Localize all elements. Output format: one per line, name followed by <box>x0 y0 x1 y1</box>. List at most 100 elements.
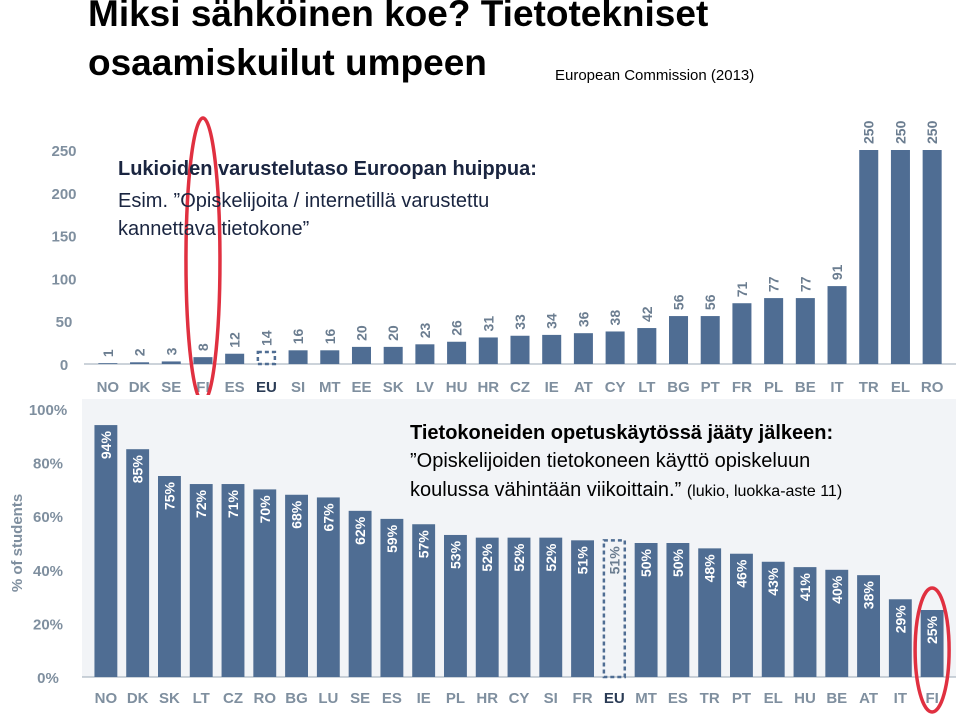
x-tick-label: BE <box>826 690 847 707</box>
bar <box>732 303 752 364</box>
bar <box>507 537 531 677</box>
bar-value-label: 250 <box>924 120 940 144</box>
x-tick-label: SK <box>383 379 404 395</box>
y-tick-label: 0% <box>37 670 59 687</box>
x-tick-label: HR <box>476 690 498 707</box>
bar <box>573 333 593 364</box>
bar-value-label: 52% <box>511 543 527 572</box>
bar <box>475 537 499 677</box>
x-tick-label: PT <box>701 379 720 395</box>
bar <box>415 344 435 364</box>
x-tick-label: TR <box>700 690 720 707</box>
bar-value-label: 250 <box>892 120 908 144</box>
x-tick-label: DK <box>129 379 151 395</box>
x-tick-label: FI <box>925 690 938 707</box>
x-tick-label: FR <box>573 690 593 707</box>
bar <box>316 497 340 677</box>
bar-value-label: 75% <box>161 481 177 510</box>
bar-value-label: 50% <box>670 548 686 577</box>
x-tick-label: FI <box>196 379 209 395</box>
bar-value-label: 71 <box>734 281 750 297</box>
y-tick-label: 100% <box>29 402 67 419</box>
bar <box>795 298 815 364</box>
bar <box>189 484 213 677</box>
bar <box>764 298 784 364</box>
y-tick-label: 60% <box>33 509 63 526</box>
bar <box>285 494 308 677</box>
bar <box>221 484 245 677</box>
bar-value-label: 23 <box>417 323 433 339</box>
bar-value-label: 26 <box>449 320 465 336</box>
x-tick-label: MT <box>635 690 657 707</box>
bar-value-label: 34 <box>544 313 560 329</box>
bar <box>444 534 467 677</box>
bar <box>478 337 498 364</box>
x-tick-label: RO <box>254 690 277 707</box>
x-tick-label: SI <box>544 690 558 707</box>
bar <box>351 346 371 364</box>
x-tick-label: HU <box>446 379 468 395</box>
bar-value-label: 77 <box>797 276 813 292</box>
bar-value-label: 38% <box>861 581 877 610</box>
bar-value-label: 52% <box>479 543 495 572</box>
bar-value-label: 31 <box>480 316 496 332</box>
bar <box>571 540 594 677</box>
bar-value-label: 50% <box>638 548 654 577</box>
bar-value-label: 25% <box>924 615 940 644</box>
bar-value-label: 85% <box>130 455 146 484</box>
x-tick-label: ES <box>225 379 245 395</box>
x-tick-label: SI <box>291 379 305 395</box>
x-tick-label: CZ <box>223 690 243 707</box>
x-tick-label: NO <box>97 379 120 395</box>
bar <box>857 575 880 677</box>
bar-value-label: 41% <box>797 573 813 602</box>
x-tick-label: BE <box>795 379 816 395</box>
bar-value-label: 51% <box>575 546 591 575</box>
x-tick-label: EU <box>604 690 625 707</box>
bar-value-label: 72% <box>193 489 209 518</box>
x-tick-label: DK <box>127 690 149 707</box>
y-tick-label: 150 <box>51 229 76 246</box>
x-tick-label: RO <box>921 379 944 395</box>
bar-value-label: 1 <box>100 349 116 357</box>
x-tick-label: EU <box>256 379 277 395</box>
chart2-note-line2-detail: (lukio, luokka-aste 11) <box>686 483 843 500</box>
bar-value-label: 48% <box>702 554 718 583</box>
x-tick-label: IT <box>830 379 843 395</box>
bar <box>634 543 658 677</box>
bar <box>130 362 150 364</box>
bar-value-label: 91 <box>829 264 845 280</box>
bar-value-label: 94% <box>98 431 114 460</box>
bar-value-label: 43% <box>765 567 781 596</box>
x-tick-label: ES <box>668 690 688 707</box>
bar-value-label: 52% <box>543 543 559 572</box>
x-tick-label: FR <box>732 379 752 395</box>
bar-value-label: 8 <box>195 343 211 351</box>
bar <box>922 150 942 364</box>
bar <box>888 599 912 677</box>
bar-average <box>256 350 277 366</box>
bar-value-label: 14 <box>258 330 274 346</box>
y-tick-label: 80% <box>33 456 63 473</box>
bar <box>637 328 657 364</box>
bar-value-label: 40% <box>829 575 845 604</box>
x-tick-label: IE <box>545 379 559 395</box>
bar-value-label: 20 <box>353 325 369 341</box>
bar <box>890 150 910 364</box>
bar-value-label: 53% <box>447 540 463 569</box>
slide-title-line2: osaamiskuilut umpeen <box>88 42 487 83</box>
x-tick-label: BG <box>285 690 308 707</box>
bar <box>348 510 372 677</box>
bar <box>158 476 181 677</box>
x-tick-label: PT <box>732 690 751 707</box>
bar <box>825 569 849 677</box>
highlight-circle <box>184 116 222 395</box>
bar-value-label: 46% <box>733 559 749 588</box>
x-tick-label: LT <box>193 690 210 707</box>
bar <box>539 537 563 677</box>
bar <box>412 524 436 677</box>
y-tick-label: 0 <box>60 357 68 374</box>
x-tick-label: IE <box>417 690 431 707</box>
x-tick-label: CY <box>605 379 626 395</box>
bar <box>542 334 562 364</box>
